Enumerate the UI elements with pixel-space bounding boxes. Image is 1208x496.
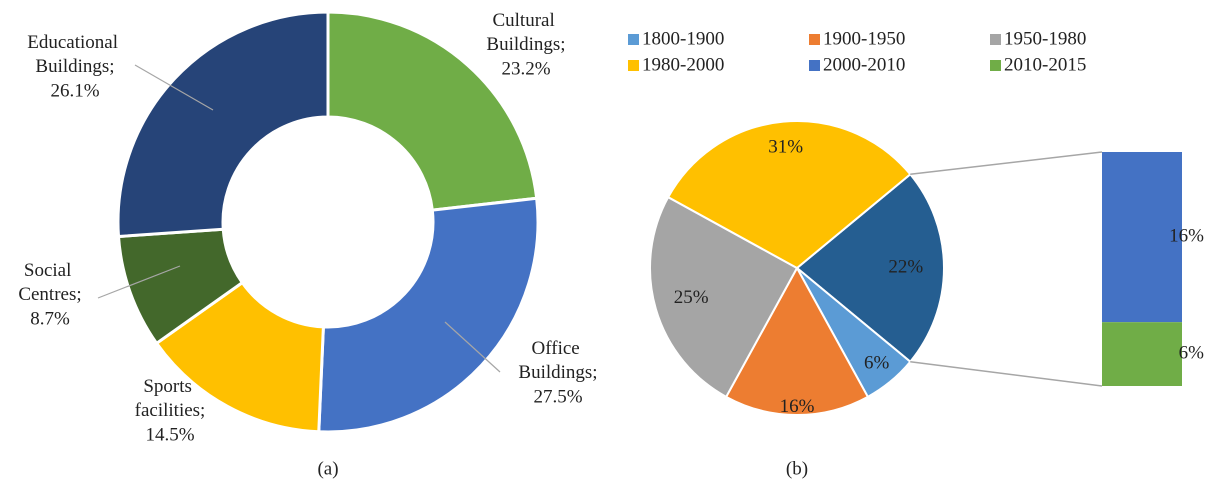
bar-segment	[1102, 322, 1182, 386]
bar-value: 16%	[1169, 225, 1204, 246]
slice-label: Office Buildings;	[518, 338, 597, 383]
legend-label: 1800-1900	[642, 28, 724, 49]
slice-value: 22%	[888, 256, 923, 277]
slice-value: 6%	[864, 353, 890, 374]
leader-line	[444, 321, 501, 373]
leader-line	[134, 64, 214, 111]
caption: (a)	[317, 458, 338, 479]
bar-segment	[1102, 152, 1182, 323]
slice-label: Cultural Buildings;	[486, 10, 565, 55]
donut-slice	[326, 10, 539, 212]
legend-label: 2010-2015	[1004, 54, 1086, 75]
connector	[910, 151, 1103, 176]
legend-swatch	[628, 60, 639, 71]
bar-value: 6%	[1179, 342, 1205, 363]
legend-swatch	[809, 60, 820, 71]
legend-label: 1980-2000	[642, 54, 724, 75]
slice-value: 26.1%	[50, 80, 99, 101]
slice-value: 16%	[780, 396, 815, 417]
legend-label: 2000-2010	[823, 54, 905, 75]
slice-label: Sports facilities;	[135, 376, 206, 421]
legend-swatch	[628, 34, 639, 45]
pie-slice	[666, 120, 912, 270]
slice-value: 27.5%	[533, 386, 582, 407]
pie-slice	[795, 172, 945, 364]
legend-label: 1900-1950	[823, 28, 905, 49]
slice-value: 31%	[768, 136, 803, 157]
donut-slice	[317, 196, 540, 434]
legend-swatch	[990, 60, 1001, 71]
slice-value: 14.5%	[145, 424, 194, 445]
donut-slice	[116, 10, 330, 239]
legend-swatch	[809, 34, 820, 45]
slice-value: 25%	[674, 287, 709, 308]
slice-label: Educational Buildings;	[27, 32, 123, 77]
slice-value: 23.2%	[501, 58, 550, 79]
legend-label: 1950-1980	[1004, 28, 1086, 49]
slice-value: 8.7%	[30, 308, 70, 329]
pie-slice	[649, 195, 799, 399]
legend-swatch	[990, 34, 1001, 45]
slice-label: Social Centres;	[18, 260, 81, 305]
caption: (b)	[786, 458, 808, 479]
pie-slice	[724, 265, 870, 416]
leader-line	[97, 265, 181, 299]
connector	[910, 360, 1103, 387]
